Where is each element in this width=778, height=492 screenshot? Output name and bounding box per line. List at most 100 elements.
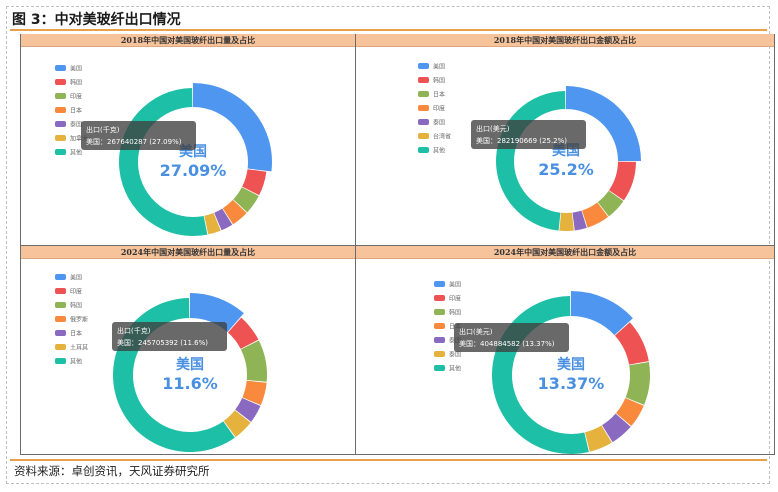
donut-slice[interactable] xyxy=(223,410,251,438)
donut-slice[interactable] xyxy=(227,317,259,349)
tooltip-title: 出口(美元) xyxy=(459,327,493,336)
donut-slice[interactable] xyxy=(585,425,612,452)
panel-title-2: 2018年中国对美国玻纤出口金额及占比 xyxy=(356,34,774,47)
legend-swatch xyxy=(55,107,66,113)
donut-slice[interactable] xyxy=(625,362,650,405)
donut-slice[interactable] xyxy=(214,208,233,231)
legend-label: 印度 xyxy=(70,288,82,296)
legend-label: 日本 xyxy=(70,330,82,338)
figure-title: 图 3：中对美玻纤出口情况 xyxy=(12,12,181,28)
tooltip-box xyxy=(471,120,586,149)
legend-swatch xyxy=(55,316,66,322)
legend-label: 其他 xyxy=(433,147,445,155)
legend-swatch xyxy=(418,63,429,69)
legend-swatch xyxy=(418,133,429,139)
legend-swatch xyxy=(418,105,429,111)
legend-swatch xyxy=(434,309,445,315)
center-label-value: 13.37% xyxy=(538,374,605,393)
tooltip-value: 美国：267640287 (27.09%) xyxy=(86,137,182,146)
donut-slice[interactable] xyxy=(193,83,272,172)
legend-label: 土耳其 xyxy=(70,344,88,352)
tooltip-box xyxy=(81,121,196,150)
source-rule xyxy=(10,459,767,461)
center-label-name: 美国 xyxy=(176,356,204,373)
grid-divider-vertical xyxy=(355,34,356,455)
donut-slice[interactable] xyxy=(235,397,261,422)
legend-label: 印度 xyxy=(449,295,461,303)
legend-swatch xyxy=(434,281,445,287)
donut-slice[interactable] xyxy=(222,199,247,225)
legend-label: 日本 xyxy=(433,91,445,99)
legend-label: 泰国 xyxy=(433,119,445,127)
legend-label: 韩国 xyxy=(70,302,82,310)
legend-swatch xyxy=(55,93,66,99)
legend-swatch xyxy=(418,91,429,97)
tooltip-box xyxy=(112,322,227,351)
tooltip-title: 出口(美元) xyxy=(476,124,510,133)
legend-swatch xyxy=(55,135,66,141)
legend-label: 印度 xyxy=(433,105,445,113)
legend-label: 泰国 xyxy=(70,121,82,129)
panel-title-3: 2024年中国对美国玻纤出口量及占比 xyxy=(21,246,355,259)
title-rule xyxy=(10,29,767,31)
legend-swatch xyxy=(434,337,445,343)
donut-slice[interactable] xyxy=(240,340,267,382)
donut-slice[interactable] xyxy=(572,210,587,231)
center-label-value: 25.2% xyxy=(538,160,594,179)
donut-slice[interactable] xyxy=(597,190,624,217)
source-note: 资料来源：卓创资讯，天风证券研究所 xyxy=(14,464,210,478)
legend-swatch xyxy=(55,330,66,336)
legend-label: 其他 xyxy=(449,365,461,373)
legend-swatch xyxy=(55,121,66,127)
legend-label: 泰国 xyxy=(449,351,461,359)
donut-slice[interactable] xyxy=(608,161,636,201)
legend-swatch xyxy=(434,323,445,329)
donut-slice[interactable] xyxy=(242,169,267,196)
legend-swatch xyxy=(418,119,429,125)
panel-title-4: 2024年中国对美国玻纤出口金额及占比 xyxy=(356,246,774,259)
legend-label: 美国 xyxy=(70,274,82,282)
donut-chart-4: 美国印度韩国日本泰国泰国其他美国13.37%出口(美元)美国：404884582… xyxy=(434,281,650,454)
tooltip-value: 美国：404884582 (13.37%) xyxy=(459,339,555,348)
donut-slice[interactable] xyxy=(571,291,633,336)
tooltip-value: 美国：245705392 (11.6%) xyxy=(117,338,208,347)
legend-swatch xyxy=(418,77,429,83)
tooltip-title: 出口(千克) xyxy=(117,326,151,335)
donut-slice[interactable] xyxy=(602,413,631,443)
donut-slice[interactable] xyxy=(233,187,259,213)
legend-swatch xyxy=(434,351,445,357)
center-label-name: 美国 xyxy=(557,356,585,373)
donut-slice[interactable] xyxy=(242,380,267,406)
legend-swatch xyxy=(55,65,66,71)
donut-slice[interactable] xyxy=(614,322,649,365)
tooltip-box xyxy=(454,323,569,352)
donut-slice[interactable] xyxy=(204,212,221,235)
donut-slice[interactable] xyxy=(616,397,644,427)
grid-divider-horizontal xyxy=(20,245,775,246)
legend-label: 美国 xyxy=(449,281,461,289)
legend-swatch xyxy=(434,295,445,301)
legend-swatch xyxy=(55,302,66,308)
donut-slice[interactable] xyxy=(582,202,609,228)
donut-slice[interactable] xyxy=(559,212,574,231)
legend-label: 韩国 xyxy=(433,77,445,85)
donut-slice[interactable] xyxy=(190,293,244,333)
legend-swatch xyxy=(55,149,66,155)
legend-swatch xyxy=(55,274,66,280)
legend-swatch xyxy=(418,147,429,153)
tooltip-value: 美国：282190669 (25.2%) xyxy=(476,136,567,145)
legend-swatch xyxy=(55,288,66,294)
donut-slice[interactable] xyxy=(566,86,641,162)
legend-swatch xyxy=(434,365,445,371)
legend-swatch xyxy=(55,344,66,350)
legend-label: 印度 xyxy=(70,93,82,101)
legend-label: 其他 xyxy=(70,358,82,366)
legend-label: 俄罗斯 xyxy=(70,316,88,324)
center-label-value: 11.6% xyxy=(162,374,218,393)
legend-label: 台湾省 xyxy=(433,133,451,141)
legend-label: 日本 xyxy=(70,107,82,115)
legend-swatch xyxy=(55,79,66,85)
legend-label: 韩国 xyxy=(449,309,461,317)
